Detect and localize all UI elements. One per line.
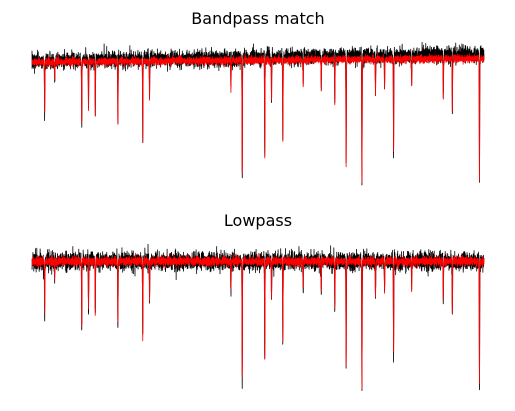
- filtered-trace-bandpass: [31, 52, 485, 184]
- chart-title-lowpass: Lowpass: [224, 211, 292, 230]
- plot-bandpass: [31, 41, 485, 186]
- plot-lowpass: [31, 243, 485, 392]
- filtered-trace-lowpass: [31, 252, 485, 390]
- chart-title-bandpass: Bandpass match: [191, 9, 324, 28]
